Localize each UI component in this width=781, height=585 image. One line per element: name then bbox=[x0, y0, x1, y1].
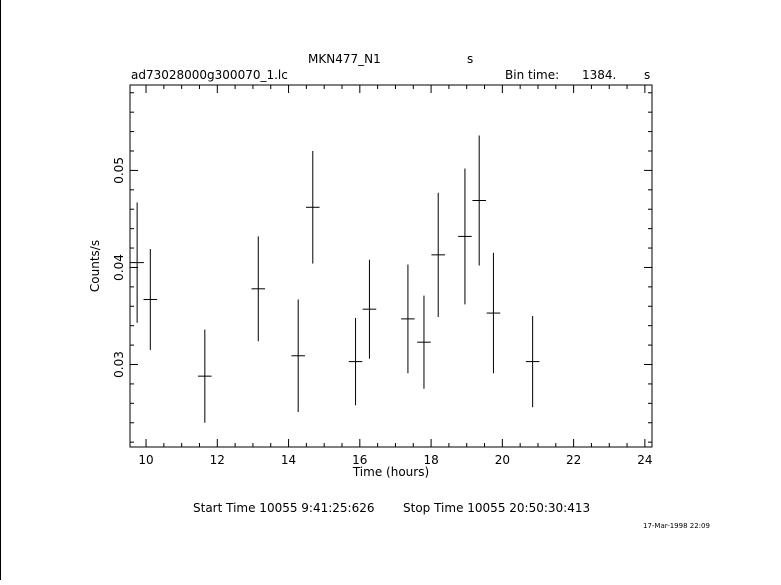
data-point bbox=[472, 135, 486, 266]
data-point bbox=[525, 315, 540, 408]
y-tick-label: 0.05 bbox=[112, 157, 126, 184]
data-point bbox=[348, 317, 363, 406]
bin-time-value: 1384. bbox=[582, 68, 616, 82]
x-tick-label: 24 bbox=[637, 453, 652, 467]
x-tick-label: 18 bbox=[423, 453, 438, 467]
y-axis-label: Counts/s bbox=[88, 240, 102, 292]
data-point bbox=[291, 299, 305, 413]
y-axis-ticks bbox=[130, 92, 652, 443]
data-point bbox=[306, 150, 320, 264]
data-point bbox=[251, 236, 266, 342]
data-point bbox=[143, 249, 158, 350]
bin-time-unit: s bbox=[644, 68, 650, 82]
file-name: ad73028000g300070_1.lc bbox=[131, 68, 288, 82]
y-tick-label: 0.04 bbox=[112, 254, 126, 281]
x-tick-label: 16 bbox=[352, 453, 367, 467]
data-point bbox=[486, 252, 501, 374]
bin-time-label: Bin time: bbox=[505, 68, 559, 82]
x-tick-label: 14 bbox=[281, 453, 296, 467]
x-axis-label: Time (hours) bbox=[352, 465, 429, 479]
left-border bbox=[0, 0, 1, 580]
data-point bbox=[362, 259, 377, 359]
y-axis-tick-labels: 0.03 0.04 0.05 bbox=[112, 157, 126, 378]
x-axis-tick-labels: 10 12 14 16 18 20 22 24 bbox=[138, 453, 652, 467]
y-tick-label: 0.03 bbox=[112, 351, 126, 378]
data-point bbox=[130, 202, 144, 323]
data-points bbox=[130, 135, 540, 423]
x-axis-ticks bbox=[145, 85, 646, 447]
stop-time: Stop Time 10055 20:50:30:413 bbox=[403, 501, 590, 515]
x-tick-label: 20 bbox=[495, 453, 510, 467]
data-point bbox=[401, 264, 415, 374]
target-name: MKN477_N1 bbox=[308, 52, 381, 66]
x-tick-label: 10 bbox=[138, 453, 153, 467]
data-point bbox=[417, 295, 431, 389]
x-tick-label: 22 bbox=[566, 453, 581, 467]
data-point bbox=[458, 168, 472, 305]
start-time: Start Time 10055 9:41:25:626 bbox=[193, 501, 375, 515]
target-suffix: s bbox=[467, 52, 473, 66]
x-tick-label: 12 bbox=[210, 453, 225, 467]
data-point bbox=[198, 329, 212, 423]
data-point bbox=[431, 192, 445, 317]
plot-frame bbox=[129, 84, 653, 448]
plot-timestamp: 17-Mar-1998 22:09 bbox=[643, 522, 710, 530]
